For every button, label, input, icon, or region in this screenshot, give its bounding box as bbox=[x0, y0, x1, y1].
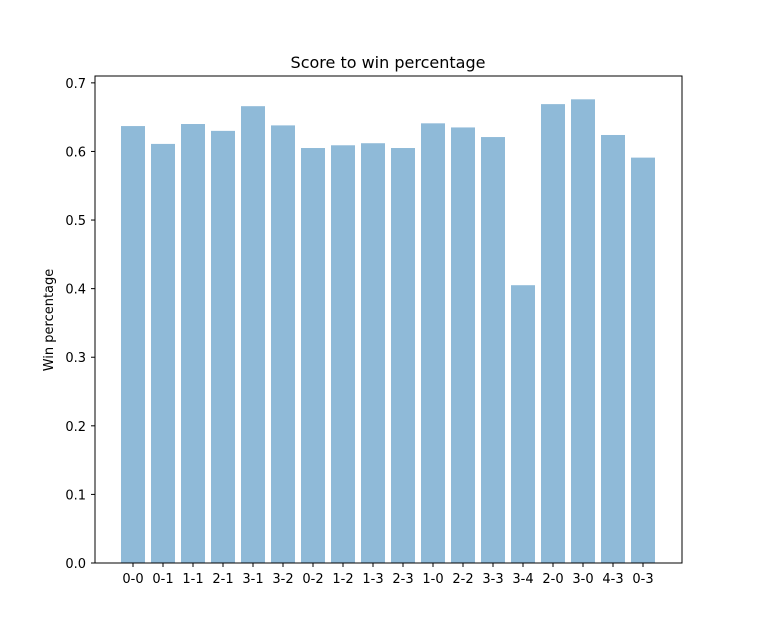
y-tick-label: 0.4 bbox=[65, 283, 86, 298]
y-tick-label: 0.0 bbox=[65, 557, 86, 572]
bar-1-3 bbox=[361, 143, 385, 563]
y-tick-label: 0.3 bbox=[65, 351, 86, 366]
x-tick-label: 0-2 bbox=[302, 572, 323, 587]
bar-1-0 bbox=[421, 123, 445, 563]
bar-0-3 bbox=[631, 157, 655, 563]
y-axis: 0.0 0.1 0.2 0.3 0.4 0.5 0.6 0.7 bbox=[65, 77, 95, 572]
x-tick-label: 0-0 bbox=[122, 572, 143, 587]
bar-0-0 bbox=[121, 126, 145, 563]
bar-3-3 bbox=[481, 137, 505, 564]
bar-4-3 bbox=[601, 134, 625, 564]
chart-title: Score to win percentage bbox=[291, 53, 486, 72]
x-tick-label: 3-3 bbox=[482, 572, 503, 587]
x-tick-label: 2-3 bbox=[392, 572, 413, 587]
x-tick-label: 1-0 bbox=[422, 572, 443, 587]
bar-2-0 bbox=[541, 104, 565, 564]
x-tick-label: 0-1 bbox=[152, 572, 173, 587]
y-axis-label: Win percentage bbox=[42, 269, 57, 372]
x-tick-label: 3-4 bbox=[512, 572, 533, 587]
x-tick-label: 2-0 bbox=[542, 572, 563, 587]
bar-0-1 bbox=[151, 143, 175, 563]
x-tick-label: 2-1 bbox=[212, 572, 233, 587]
x-tick-label: 3-2 bbox=[272, 572, 293, 587]
bar-3-2 bbox=[271, 125, 295, 563]
y-tick-label: 0.7 bbox=[65, 77, 86, 92]
x-axis: 0-0 0-1 1-1 2-1 3-1 3-2 0-2 1-2 1-3 2-3 1-0 2-2 3-3 3… bbox=[122, 563, 654, 587]
x-tick-label: 0-3 bbox=[632, 572, 653, 587]
x-tick-label: 2-2 bbox=[452, 572, 473, 587]
bars-group bbox=[121, 99, 655, 564]
bar-1-2 bbox=[331, 145, 355, 563]
bar-3-1 bbox=[241, 106, 265, 564]
plot-frame bbox=[94, 75, 683, 564]
bar-2-2 bbox=[451, 127, 475, 563]
x-tick-label: 3-1 bbox=[242, 572, 263, 587]
bar-3-4 bbox=[511, 285, 535, 563]
y-tick-label: 0.5 bbox=[65, 214, 86, 229]
x-tick-label: 1-1 bbox=[182, 572, 203, 587]
bar-2-1 bbox=[211, 130, 235, 563]
x-tick-label: 4-3 bbox=[602, 572, 623, 587]
x-tick-label: 1-2 bbox=[332, 572, 353, 587]
bar-0-2 bbox=[301, 148, 325, 563]
y-tick-label: 0.6 bbox=[65, 145, 86, 160]
y-tick-label: 0.1 bbox=[65, 488, 86, 503]
x-tick-label: 3-0 bbox=[572, 572, 593, 587]
x-tick-label: 1-3 bbox=[362, 572, 383, 587]
bar-2-3 bbox=[391, 148, 415, 563]
bar-1-1 bbox=[181, 124, 205, 563]
bar-3-0 bbox=[571, 99, 595, 563]
y-tick-label: 0.2 bbox=[65, 420, 86, 435]
